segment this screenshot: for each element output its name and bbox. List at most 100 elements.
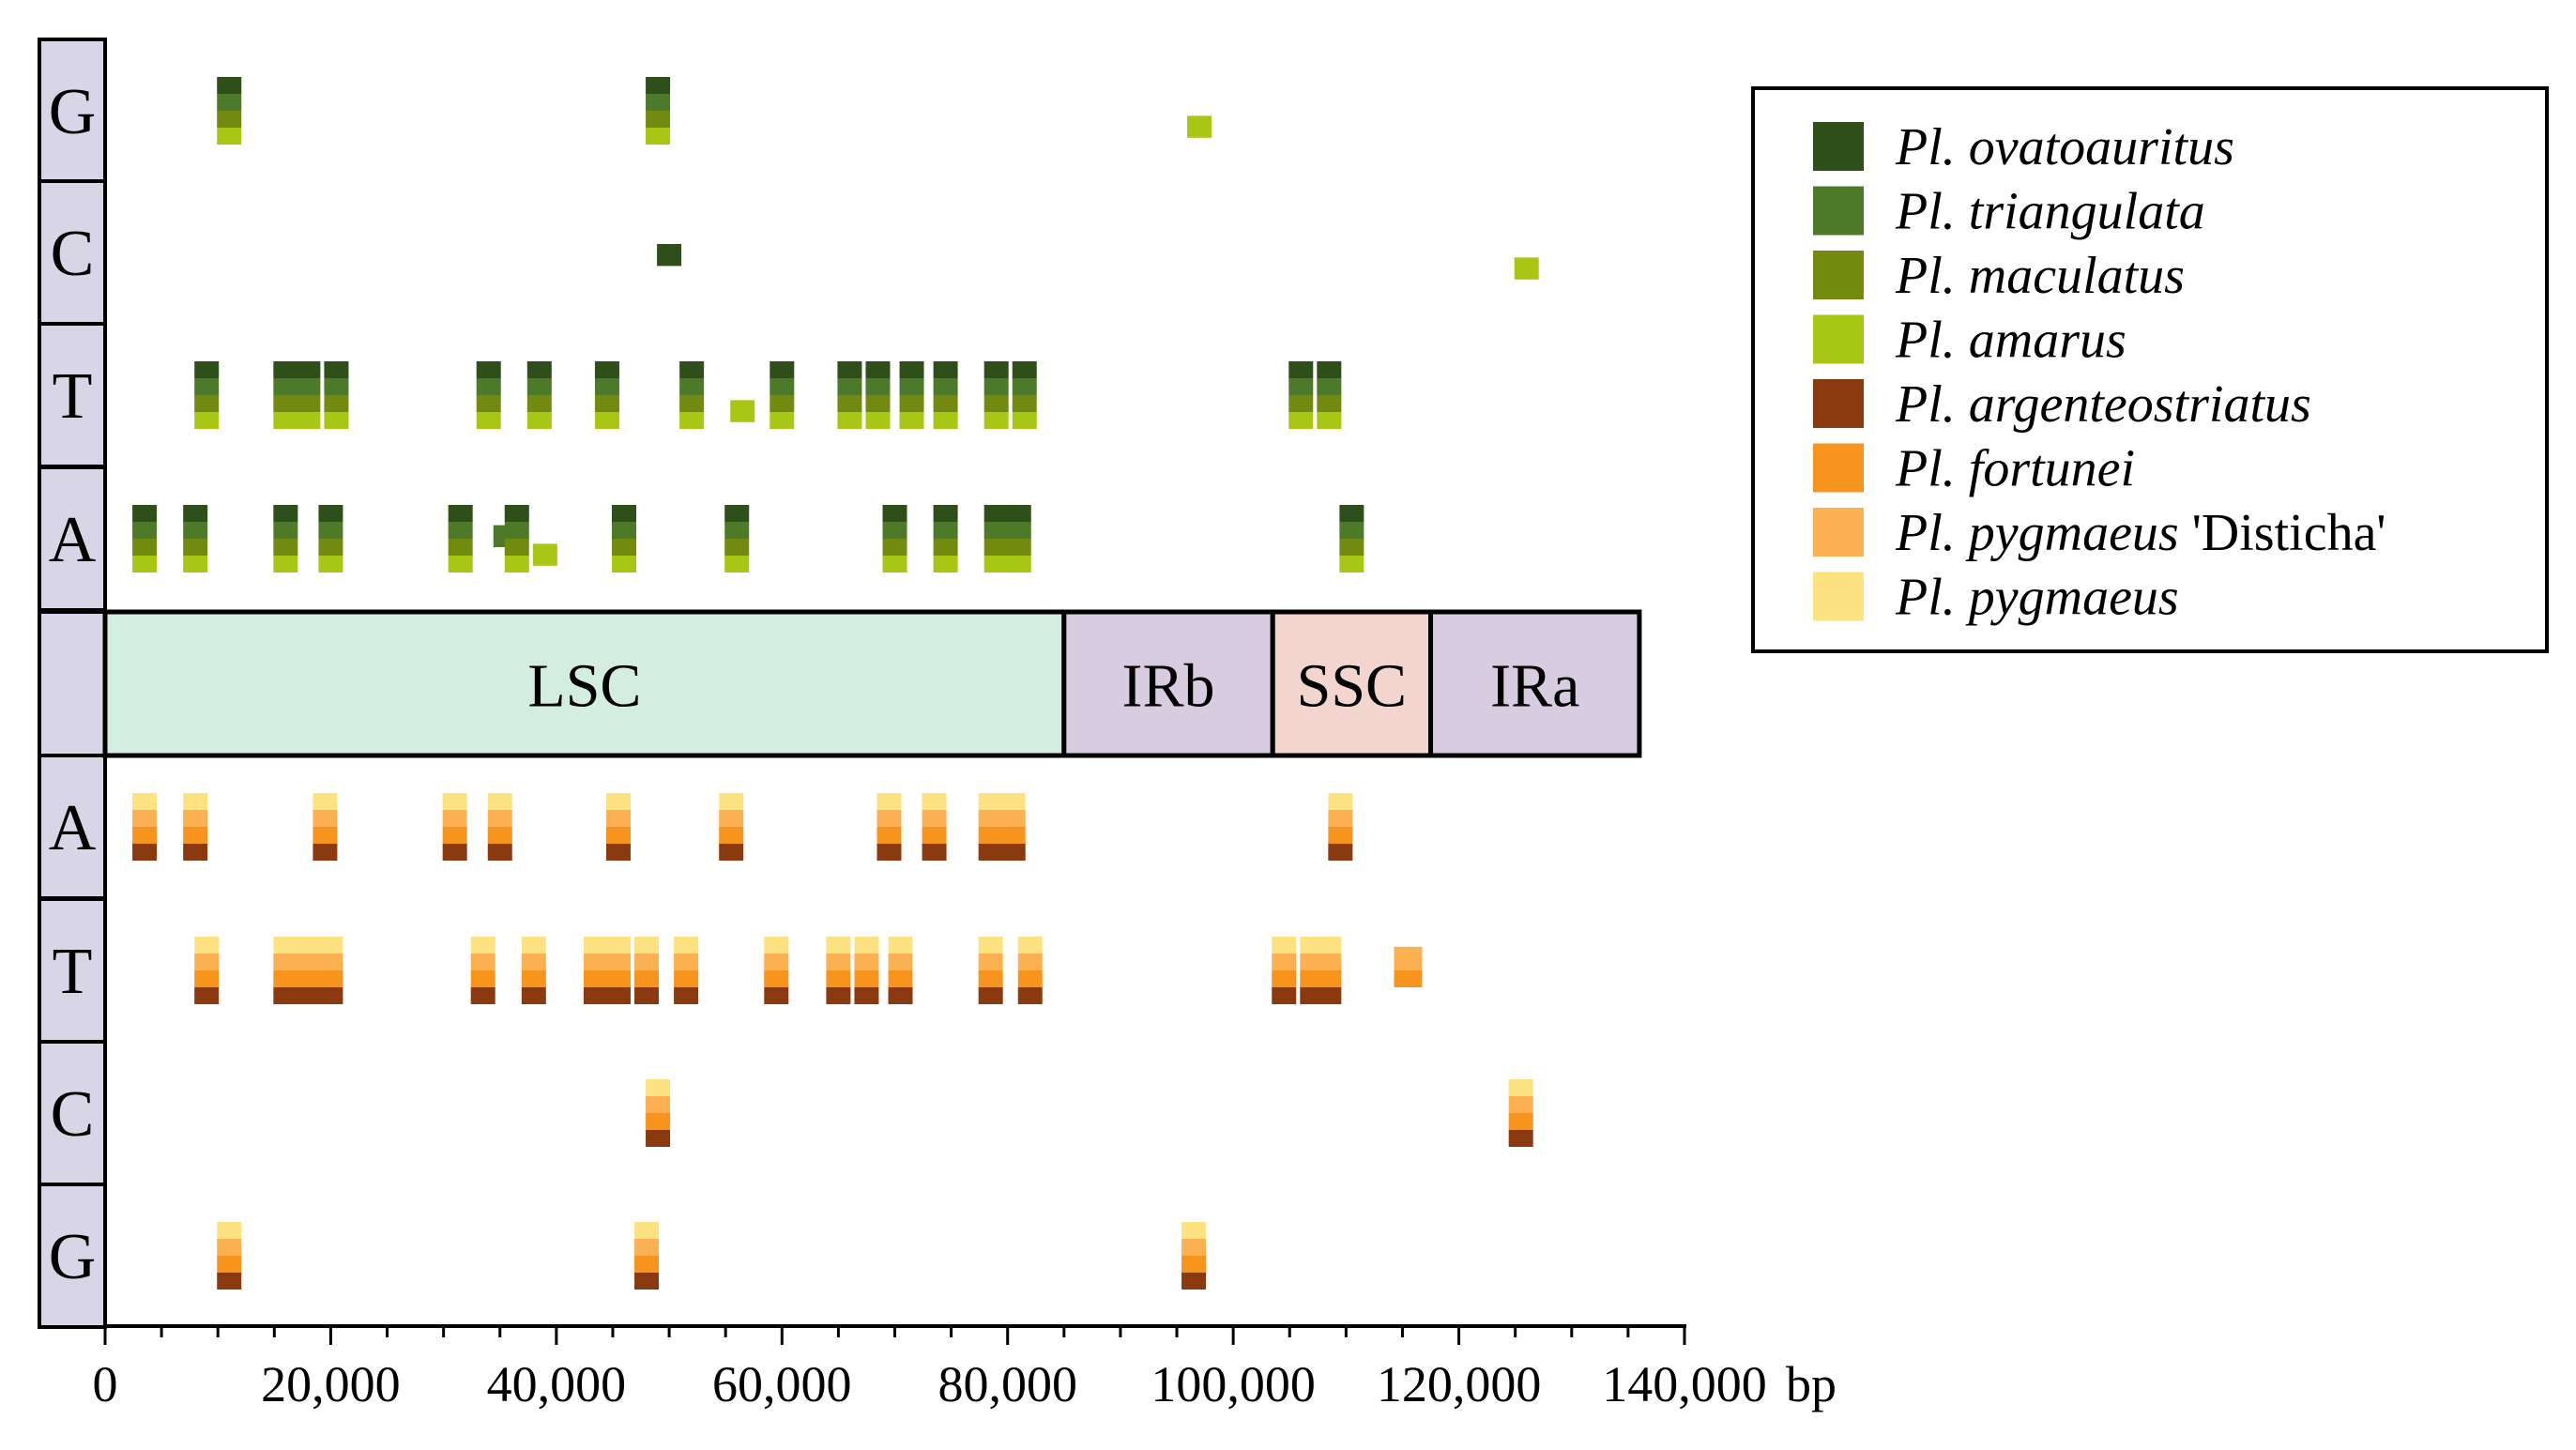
lower-a-site-9-strip-2 — [978, 827, 1003, 844]
upper-a-site-13-strip-2 — [1006, 539, 1031, 556]
region-irb — [1061, 609, 1275, 758]
upper-t-site-2-strip-3 — [296, 412, 321, 429]
x-tick-label-0: 0 — [93, 1356, 118, 1412]
upper-t-site-7-strip-2 — [679, 395, 705, 412]
upper-t-site-7-strip-3 — [679, 412, 705, 429]
lower-t-site-0-strip-0 — [194, 937, 220, 954]
lower-t-site-4-strip-1 — [470, 954, 495, 970]
upper-t-site-1-strip-1 — [273, 378, 298, 395]
lower-t-site-10-strip-0 — [764, 937, 789, 954]
upper-a-site-6-strip-2 — [504, 539, 529, 556]
lower-t-site-11-strip-3 — [826, 987, 851, 1004]
upper-t-site-5-strip-0 — [526, 361, 552, 378]
lower-t-site-12-strip-2 — [854, 970, 879, 987]
legend-label-7: Pl. pygmaeus — [1895, 569, 2179, 627]
legend-swatch-2 — [1813, 251, 1864, 299]
lower-t-site-0-strip-3 — [194, 987, 220, 1004]
lower-t-site-16-strip-0 — [1272, 937, 1297, 954]
x-tick-label-4: 80,000 — [937, 1356, 1077, 1412]
lower-a-site-2-strip-0 — [312, 793, 338, 810]
upper-t-site-10-strip-0 — [837, 361, 862, 378]
upper-t-site-1-strip-2 — [273, 395, 298, 412]
legend-swatch-0 — [1813, 122, 1864, 171]
upper-t-site-11-strip-1 — [865, 378, 891, 395]
lower-a-site-2-strip-2 — [312, 827, 338, 844]
upper-a-site-4-strip-1 — [448, 522, 473, 539]
upper-t-site-6-strip-2 — [594, 395, 619, 412]
lower-t-site-2-strip-0 — [296, 937, 321, 954]
lower-a-site-4-strip-1 — [487, 810, 512, 827]
lower-t-site-12-strip-3 — [854, 987, 879, 1004]
lower-t-site-14-strip-3 — [978, 987, 1003, 1004]
upper-a-site-14-strip-1 — [1339, 522, 1364, 539]
lower-t-site-1-strip-0 — [273, 937, 298, 954]
legend-label-3: Pl. amarus — [1895, 312, 2126, 370]
lower-c-site-1-strip-3 — [1508, 1130, 1533, 1147]
lower-a-site-10-strip-2 — [1000, 827, 1026, 844]
lower-a-site-1-strip-2 — [183, 827, 208, 844]
lower-t-site-11-strip-1 — [826, 954, 851, 970]
upper-a-site-12-strip-3 — [983, 556, 1009, 572]
lower-c-site-1-strip-2 — [1508, 1113, 1533, 1130]
upper-t-site-5-strip-1 — [526, 378, 552, 395]
lower-a-site-0-strip-3 — [132, 844, 158, 861]
legend-species-name-6: Pl. pygmaeus — [1895, 504, 2179, 562]
upper-t-site-6-strip-0 — [594, 361, 619, 378]
lower-a-site-10-strip-1 — [1000, 810, 1026, 827]
lower-row-label-a: A — [49, 792, 97, 864]
lower-t-site-2-strip-3 — [296, 987, 321, 1004]
upper-t-site-15-strip-2 — [1012, 395, 1037, 412]
lower-a-site-6-strip-2 — [719, 827, 744, 844]
lower-a-site-4-strip-3 — [487, 844, 512, 861]
upper-a-site-3-strip-3 — [318, 556, 343, 572]
upper-a-site-11-strip-1 — [933, 522, 958, 539]
lower-g-site-1-strip-1 — [634, 1239, 660, 1256]
lower-t-site-3-strip-1 — [318, 954, 343, 970]
lower-g-site-0-strip-2 — [217, 1256, 242, 1273]
lower-t-site-15-strip-3 — [1017, 987, 1043, 1004]
legend-label-5: Pl. fortunei — [1895, 440, 2135, 498]
upper-a-site-13-strip-3 — [1006, 556, 1031, 572]
lower-a-site-10-strip-0 — [1000, 793, 1026, 810]
upper-a-site-3-strip-2 — [318, 539, 343, 556]
lower-t-site-7-strip-2 — [605, 970, 631, 987]
legend-species-name-1: Pl. triangulata — [1895, 183, 2205, 241]
upper-t-site-14-strip-0 — [983, 361, 1009, 378]
legend-label-2: Pl. maculatus — [1895, 247, 2185, 305]
upper-a-site-8-strip-2 — [611, 539, 636, 556]
upper-a-site-13-strip-0 — [1006, 505, 1031, 522]
upper-t-site-17-strip-3 — [1317, 412, 1342, 429]
lower-a-site-3-strip-1 — [442, 810, 467, 827]
upper-a-site-4-strip-3 — [448, 556, 473, 572]
upper-a-site-10-strip-3 — [882, 556, 907, 572]
x-tick-label-2: 40,000 — [487, 1356, 627, 1412]
legend-label-0: Pl. ovatoauritus — [1895, 118, 2234, 176]
lower-t-site-2-strip-2 — [296, 970, 321, 987]
lower-t-site-14-strip-0 — [978, 937, 1003, 954]
upper-t-site-4-strip-0 — [476, 361, 501, 378]
upper-a-site-12-strip-2 — [983, 539, 1009, 556]
lower-t-site-16-strip-2 — [1272, 970, 1297, 987]
lower-t-site-18-strip-3 — [1317, 987, 1342, 1004]
lower-t-site-11-strip-2 — [826, 970, 851, 987]
lower-t-site-11-strip-0 — [826, 937, 851, 954]
lower-g-site-1-strip-2 — [634, 1256, 660, 1273]
upper-a-site-8-strip-3 — [611, 556, 636, 572]
lower-t-site-9-strip-1 — [674, 954, 699, 970]
lower-t-site-15-strip-1 — [1017, 954, 1043, 970]
upper-a-site-11-strip-3 — [933, 556, 958, 572]
lower-g-site-0-strip-1 — [217, 1239, 242, 1256]
upper-a-site-3-strip-0 — [318, 505, 343, 522]
x-axis: 0 20,000 40,000 60,000 80,000 100,000 120,000 1… — [93, 39, 1837, 1412]
region-label-ssc: SSC — [1297, 652, 1407, 721]
legend-swatch-7 — [1813, 572, 1864, 621]
upper-g-site-1-strip-3 — [646, 128, 671, 145]
lower-row-cell-g — [38, 1183, 107, 1329]
lower-a-site-6-strip-0 — [719, 793, 744, 810]
upper-a-site-8-strip-1 — [611, 522, 636, 539]
upper-t-site-5-strip-3 — [526, 412, 552, 429]
upper-a-site-6-strip-1 — [504, 522, 529, 539]
upper-t-site-9-strip-1 — [770, 378, 795, 395]
upper-t-site-1-strip-3 — [273, 412, 298, 429]
upper-t-site-6-strip-3 — [594, 412, 619, 429]
